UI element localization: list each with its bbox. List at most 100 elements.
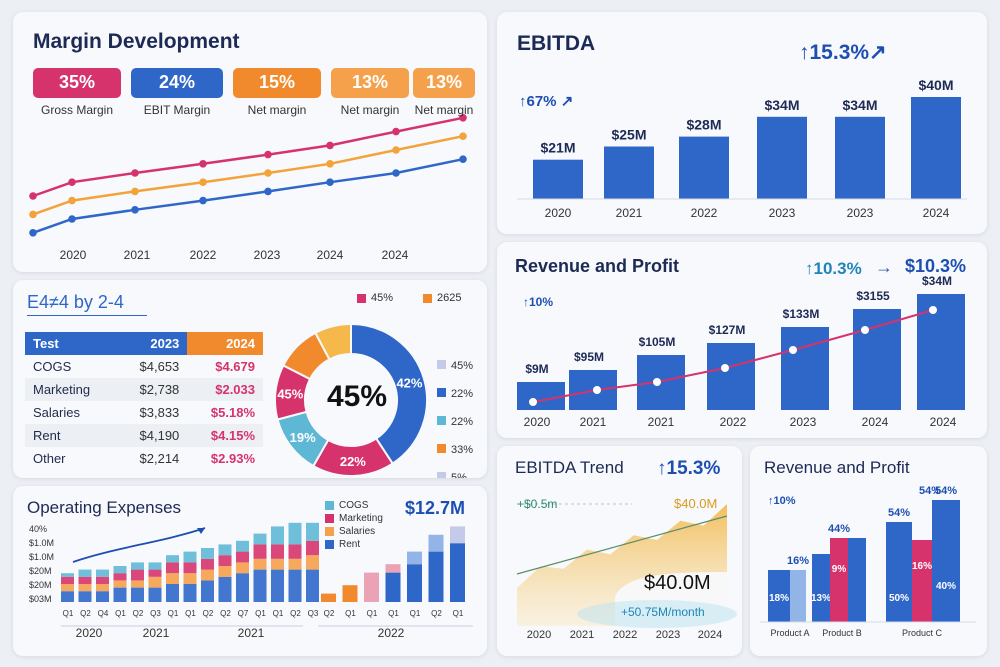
product-tick: Product A (770, 628, 809, 638)
opex-bar-segment (78, 569, 92, 577)
table-header-row: Test 2023 2024 (25, 332, 263, 355)
revenue-year-tick: 2023 (790, 415, 817, 429)
opex-bar-segment (236, 551, 249, 563)
revenue-bar-label: $133M (783, 307, 820, 321)
table-row: COGS $4,653 $4.679 (25, 355, 263, 378)
revenue-profit-point (593, 386, 601, 394)
opex-quarter-tick: Q1 (115, 609, 126, 618)
ebitda-year-tick: 2023 (847, 206, 874, 220)
revenue-bar-label: $34M (922, 274, 952, 288)
opex-quarter-tick: Q2 (203, 609, 214, 618)
product-bar (932, 500, 960, 622)
ebitda-growth-left: ↑67% ↗ (519, 93, 574, 110)
ebitda-trend-area-chart: 2020 2021 2022 2023 2024 (516, 503, 737, 641)
ebitda-year-tick: 2024 (923, 206, 950, 220)
legend-swatch (423, 293, 432, 303)
margin-point (264, 187, 272, 196)
opex-bar-segment (253, 533, 267, 545)
donut-legend-swatch (437, 416, 446, 425)
table-row: Marketing $2,738 $2.033 (25, 378, 263, 401)
revenue-bar (637, 355, 685, 410)
opex-bar-segment (364, 572, 379, 581)
opex-bar-segment (428, 534, 444, 552)
opex-year-tick: 2021 (238, 626, 265, 640)
margin-line-net-margin (32, 134, 464, 216)
donut-slice-label: 19% (290, 430, 316, 445)
expenses-title: E4≠4 by 2-4 (27, 292, 124, 312)
opex-bar-segment (253, 558, 267, 570)
opex-trend-arrow (72, 527, 206, 563)
revenue-bar-label: $105M (639, 335, 676, 349)
opex-quarter-tick: Q7 (238, 609, 249, 618)
opex-bar-segment (385, 564, 401, 573)
opex-quarter-tick: Q1 (367, 609, 378, 618)
opex-quarter-tick: Q1 (410, 609, 421, 618)
margin-point (29, 210, 37, 219)
table-cell: $2,214 (139, 451, 180, 466)
revenue-profit-point (529, 398, 537, 406)
margin-pill-label: EBIT Margin (143, 103, 211, 117)
opex-bar-segment (450, 526, 465, 544)
opex-bar-segment (148, 587, 162, 602)
opex-bar-segment (113, 566, 127, 574)
legend-swatch (325, 500, 334, 510)
margin-point (392, 127, 400, 136)
opex-bar-segment (306, 522, 319, 541)
product-bar (848, 538, 866, 622)
margin-year-tick: 2023 (254, 248, 281, 262)
opex-title: Operating Expenses (27, 498, 182, 517)
margin-year-tick: 2020 (60, 248, 87, 262)
opex-bar-segment (306, 540, 319, 556)
opex-quarter-tick: Q2 (133, 609, 144, 618)
revenue-bar (917, 294, 965, 410)
margin-pill: 35% (33, 68, 121, 98)
ebitda-growth-top: ↑15.3%↗ (799, 41, 887, 64)
opex-legend-item: Marketing (325, 513, 383, 524)
trend-year-tick: 2022 (613, 629, 637, 641)
legend-swatch (325, 513, 334, 523)
ebitda-year-tick: 2021 (616, 206, 643, 220)
opex-bar-segment (201, 548, 214, 559)
margin-year-tick: 2024 (382, 248, 409, 262)
revenue-year-tick: 2024 (862, 415, 889, 429)
revenue-year-tick: 2021 (648, 415, 675, 429)
margin-point (68, 178, 76, 186)
opex-quarter-tick: Q2 (324, 609, 335, 618)
revenue-bar (781, 327, 829, 410)
donut-legend-swatch (437, 360, 446, 369)
opex-bar-segment (407, 551, 422, 565)
opex-quarter-tick: Q1 (63, 609, 74, 618)
trend-rate: +50.75M/month (621, 605, 705, 619)
ebitda-bar (533, 159, 583, 199)
opex-bar-segment (113, 587, 127, 602)
opex-quarter-tick: Q3 (308, 609, 319, 618)
ebitda-bar-label: $25M (611, 127, 646, 143)
trend-start-label: +$0.5m (517, 497, 558, 511)
revenue-profit-point (789, 346, 797, 354)
opex-bar-segment (131, 587, 144, 602)
product-bar-label: 18% (769, 593, 789, 604)
revenue-products-card: Revenue and Profit ↑10% 18% 16% 13% 9% 44% 50… (750, 446, 987, 656)
expenses-card: E4≠4 by 2-4 45% 2625 Test 2023 2024 COGS… (13, 280, 487, 478)
revenue-title: Revenue and Profit (515, 256, 680, 276)
product-bar-top-label: 54% (935, 485, 957, 497)
margin-pill: 13% (331, 68, 409, 98)
product-bar (768, 570, 790, 622)
margin-point (326, 178, 334, 186)
legend-swatch (325, 539, 334, 549)
opex-bar-segment (148, 562, 162, 570)
table-row: Other $2,214 $2.93% (25, 447, 263, 470)
revenue-year-tick: 2022 (720, 415, 747, 429)
revenue-bar-chart: $9M $95M $105M $127M $133M $3155 $34M 2020 2021 2… (517, 274, 965, 429)
revenue-profit-point (721, 364, 729, 372)
ebitda-trend-card: EBITDA Trend ↑15.3% 2020 2021 2022 2023 2024… (497, 446, 742, 656)
opex-year-tick: 2020 (76, 626, 103, 640)
ebitda-year-tick: 2023 (769, 206, 796, 220)
revenue-profit-point (929, 306, 937, 314)
table-cell: $2.033 (187, 378, 263, 401)
opex-quarter-tick: Q2 (80, 609, 91, 618)
opex-bar-segment (236, 540, 249, 552)
revenue-products-bar-chart: 18%16%13%9%44%50%54%16%40%54%54%Product … (760, 485, 976, 638)
opex-bar-segment (253, 544, 267, 559)
trend-base-glow (577, 600, 737, 628)
